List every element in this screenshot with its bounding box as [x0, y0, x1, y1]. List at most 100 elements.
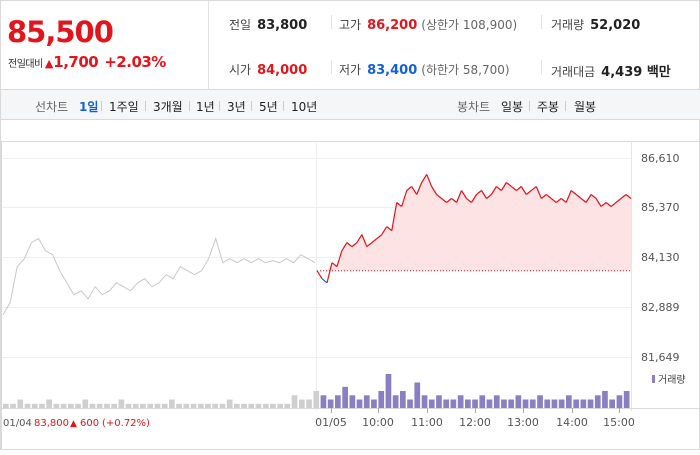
change-label: 전일대비: [8, 59, 43, 70]
today-line-up-segment: [351, 242, 358, 248]
volume-bar: [400, 391, 406, 408]
volume-bar: [537, 395, 543, 409]
volume-bar: [82, 399, 89, 408]
divider: [145, 101, 146, 111]
today-line-up-segment: [356, 234, 363, 243]
volume-bar: [558, 399, 565, 408]
divider: [331, 15, 332, 29]
prev-day-up-arrow-icon: ▲: [70, 419, 77, 429]
volume-bar: [407, 399, 413, 408]
volume-bar: [551, 399, 558, 408]
open-price: 시가 84,000: [229, 61, 307, 78]
volume-bar: [10, 403, 16, 409]
volume-bar: [515, 395, 522, 409]
volume-bar: [60, 403, 67, 409]
y-tick-label: 85,370: [641, 201, 680, 214]
quote-header: 85,500 전일대비 ▲1,700 +2.03% 전일 83,800 고가 86,20…: [1, 1, 700, 90]
today-line-up-segment: [341, 242, 348, 252]
volume-bar: [75, 403, 81, 409]
today-line-up-segment: [500, 182, 507, 191]
today-line-up-segment: [431, 186, 438, 195]
tab-3m[interactable]: 3개월: [153, 100, 183, 114]
x-tick-label: 14:00: [556, 416, 588, 429]
today-line-up-segment: [540, 194, 547, 199]
tab-monthly-candle[interactable]: 월봉: [574, 100, 597, 114]
turnover-value: 4,439 백만: [601, 65, 671, 80]
today-line-down-segment: [321, 278, 328, 284]
volume-bar: [17, 399, 24, 408]
today-line-up-segment: [361, 234, 368, 247]
tab-daily-candle[interactable]: 일봉: [501, 100, 524, 114]
x-tick-label: 01/05: [315, 416, 347, 429]
tab-weekly-candle[interactable]: 주봉: [537, 100, 560, 114]
volume-bar: [573, 399, 579, 408]
volume-bar: [226, 399, 233, 408]
volume-bar: [306, 399, 312, 408]
today-line-up-segment: [625, 194, 632, 199]
today-line-up-segment: [511, 186, 517, 191]
today-line-up-segment: [525, 190, 532, 195]
volume-bar: [190, 403, 197, 409]
volume-bar: [609, 399, 615, 408]
divider: [541, 60, 542, 74]
upper-limit: (상한가 108,900): [421, 18, 518, 32]
x-tick-label: 10:00: [362, 416, 394, 429]
open-value: 84,000: [257, 63, 308, 78]
prev-day-change-pct: (+0.72%): [102, 418, 150, 429]
today-line-up-segment: [605, 202, 612, 207]
tab-1w[interactable]: 1주일: [109, 100, 139, 114]
divider: [283, 101, 284, 111]
divider: [189, 101, 190, 111]
volume-bar: [234, 403, 240, 409]
tab-1y[interactable]: 1년: [196, 100, 215, 114]
today-line-up-segment: [331, 262, 338, 268]
volume-bar: [363, 395, 370, 409]
volume-bar: [544, 399, 551, 408]
divider: [541, 15, 542, 29]
volume-bar: [371, 399, 377, 408]
tab-1d[interactable]: 1일: [79, 100, 99, 114]
today-line-up-segment: [466, 198, 472, 203]
today-line-up-segment: [585, 194, 592, 203]
prev-close: 전일 83,800: [229, 16, 307, 33]
today-line-up-segment: [620, 194, 627, 199]
volume-bar: [472, 399, 478, 408]
today-line-up-segment: [615, 198, 622, 203]
today-line-up-segment: [441, 198, 447, 203]
volume-bar: [313, 391, 320, 408]
prev-day-change: 600: [80, 418, 99, 429]
today-line-up-segment: [470, 194, 478, 203]
high-label: 고가: [339, 18, 362, 32]
open-label: 시가: [229, 63, 252, 77]
divider: [251, 101, 252, 111]
price-chart[interactable]: 86,610 85,370 84,130 82,889 81,649 거래량 01/05 10…: [1, 121, 700, 451]
today-line-up-segment: [496, 186, 502, 191]
low-value: 83,400: [367, 63, 418, 78]
today-line-up-segment: [530, 186, 537, 191]
volume-bar: [277, 403, 283, 409]
divider: [219, 101, 220, 111]
today-line-up-segment: [535, 186, 542, 199]
today-line-up-segment: [610, 202, 617, 207]
today-line-up-segment: [575, 194, 582, 199]
volume-bar: [255, 403, 262, 409]
tab-3y[interactable]: 3년: [227, 100, 246, 114]
chart-canvas: 86,610 85,370 84,130 82,889 81,649 거래량 01/05 10…: [1, 141, 700, 450]
volume-bar: [183, 403, 190, 409]
divider: [565, 101, 566, 111]
volume-bar: [587, 399, 594, 408]
volume-bar: [602, 391, 608, 408]
tab-10y[interactable]: 10년: [291, 100, 318, 114]
volume-bar: [457, 395, 464, 409]
today-line-up-segment: [346, 242, 353, 248]
volume-label: 거래량: [551, 18, 585, 32]
today-line-up-segment: [580, 198, 587, 203]
x-tick-label: 12:00: [459, 416, 491, 429]
volume-bar: [356, 399, 363, 408]
volume-bar: [125, 403, 132, 409]
divider: [331, 60, 332, 74]
high-price: 고가 86,200 (상한가 108,900): [339, 16, 517, 33]
tab-5y[interactable]: 5년: [259, 100, 278, 114]
volume-bar: [31, 403, 38, 409]
